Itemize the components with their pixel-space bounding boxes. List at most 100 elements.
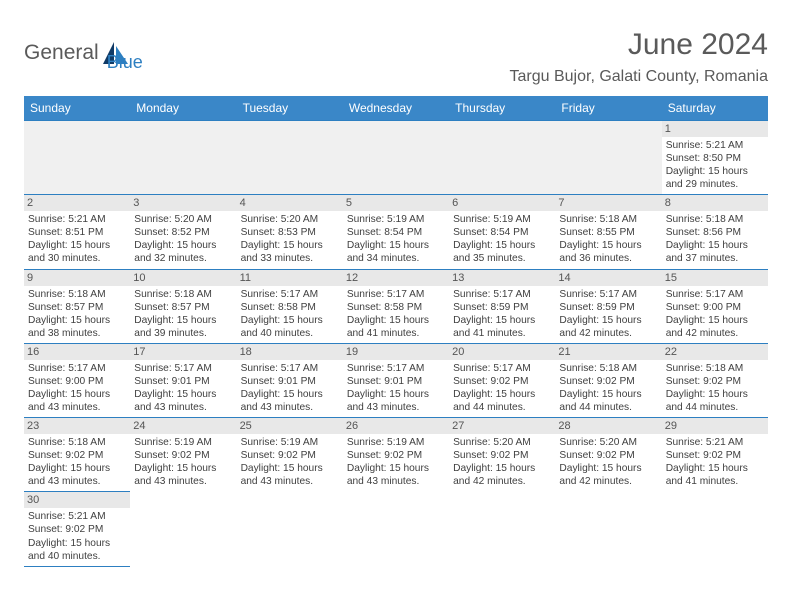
- day-number: 18: [237, 344, 343, 360]
- day-d2: and 44 minutes.: [666, 401, 764, 414]
- day-d2: and 32 minutes.: [134, 252, 232, 265]
- day-number: 23: [24, 418, 130, 434]
- day-d2: and 42 minutes.: [559, 475, 657, 488]
- day-d2: and 44 minutes.: [453, 401, 551, 414]
- blank-cell: [555, 491, 661, 566]
- day-d1: Daylight: 15 hours: [28, 239, 126, 252]
- month-title: June 2024: [510, 28, 769, 62]
- day-cell: 9Sunrise: 5:18 AMSunset: 8:57 PMDaylight…: [24, 269, 130, 343]
- day-d1: Daylight: 15 hours: [559, 314, 657, 327]
- day-d2: and 35 minutes.: [453, 252, 551, 265]
- calendar-grid: SundayMondayTuesdayWednesdayThursdayFrid…: [24, 96, 768, 567]
- day-number: 8: [662, 195, 768, 211]
- day-d2: and 44 minutes.: [559, 401, 657, 414]
- day-cell: 13Sunrise: 5:17 AMSunset: 8:59 PMDayligh…: [449, 269, 555, 343]
- day-sunset: Sunset: 9:02 PM: [28, 523, 126, 536]
- header: General Blue June 2024 Targu Bujor, Gala…: [24, 28, 768, 86]
- blank-cell: [237, 120, 343, 194]
- day-sunrise: Sunrise: 5:19 AM: [347, 436, 445, 449]
- logo-text-blue: Blue: [107, 52, 143, 73]
- day-sunset: Sunset: 8:51 PM: [28, 226, 126, 239]
- day-cell: 20Sunrise: 5:17 AMSunset: 9:02 PMDayligh…: [449, 343, 555, 417]
- day-d2: and 33 minutes.: [241, 252, 339, 265]
- day-d2: and 37 minutes.: [666, 252, 764, 265]
- day-sunset: Sunset: 9:02 PM: [453, 449, 551, 462]
- day-number: 16: [24, 344, 130, 360]
- day-d2: and 43 minutes.: [134, 401, 232, 414]
- day-d1: Daylight: 15 hours: [134, 388, 232, 401]
- day-sunrise: Sunrise: 5:17 AM: [28, 362, 126, 375]
- day-d2: and 34 minutes.: [347, 252, 445, 265]
- day-sunset: Sunset: 8:57 PM: [134, 301, 232, 314]
- day-number: 7: [555, 195, 661, 211]
- blank-cell: [343, 120, 449, 194]
- day-sunrise: Sunrise: 5:18 AM: [559, 362, 657, 375]
- day-sunrise: Sunrise: 5:17 AM: [241, 288, 339, 301]
- day-sunset: Sunset: 9:02 PM: [28, 449, 126, 462]
- day-d1: Daylight: 15 hours: [28, 388, 126, 401]
- day-sunrise: Sunrise: 5:17 AM: [134, 362, 232, 375]
- day-sunset: Sunset: 8:56 PM: [666, 226, 764, 239]
- day-number: 6: [449, 195, 555, 211]
- day-d2: and 43 minutes.: [241, 475, 339, 488]
- day-number: 29: [662, 418, 768, 434]
- day-sunrise: Sunrise: 5:21 AM: [28, 510, 126, 523]
- day-cell: 25Sunrise: 5:19 AMSunset: 9:02 PMDayligh…: [237, 417, 343, 491]
- day-sunset: Sunset: 8:52 PM: [134, 226, 232, 239]
- blank-cell: [24, 120, 130, 194]
- day-sunset: Sunset: 8:58 PM: [347, 301, 445, 314]
- day-cell: 11Sunrise: 5:17 AMSunset: 8:58 PMDayligh…: [237, 269, 343, 343]
- day-d1: Daylight: 15 hours: [453, 239, 551, 252]
- day-sunset: Sunset: 9:02 PM: [453, 375, 551, 388]
- day-number: 25: [237, 418, 343, 434]
- day-sunrise: Sunrise: 5:21 AM: [666, 436, 764, 449]
- day-d1: Daylight: 15 hours: [241, 239, 339, 252]
- day-number: 12: [343, 270, 449, 286]
- day-d2: and 43 minutes.: [28, 401, 126, 414]
- day-number: 9: [24, 270, 130, 286]
- day-sunrise: Sunrise: 5:17 AM: [559, 288, 657, 301]
- day-cell: 19Sunrise: 5:17 AMSunset: 9:01 PMDayligh…: [343, 343, 449, 417]
- day-number: 11: [237, 270, 343, 286]
- day-sunrise: Sunrise: 5:20 AM: [559, 436, 657, 449]
- day-number: 3: [130, 195, 236, 211]
- dayname-header: Monday: [130, 96, 236, 120]
- day-number: 26: [343, 418, 449, 434]
- blank-cell: [555, 120, 661, 194]
- day-sunset: Sunset: 8:54 PM: [347, 226, 445, 239]
- day-d2: and 43 minutes.: [241, 401, 339, 414]
- day-d2: and 38 minutes.: [28, 327, 126, 340]
- day-sunrise: Sunrise: 5:21 AM: [28, 213, 126, 226]
- day-d1: Daylight: 15 hours: [241, 462, 339, 475]
- logo-text-general: General: [24, 41, 99, 65]
- day-sunrise: Sunrise: 5:18 AM: [134, 288, 232, 301]
- day-d1: Daylight: 15 hours: [559, 462, 657, 475]
- day-number: 10: [130, 270, 236, 286]
- day-cell: 24Sunrise: 5:19 AMSunset: 9:02 PMDayligh…: [130, 417, 236, 491]
- day-sunrise: Sunrise: 5:18 AM: [666, 362, 764, 375]
- day-d2: and 40 minutes.: [241, 327, 339, 340]
- day-sunrise: Sunrise: 5:17 AM: [347, 288, 445, 301]
- day-sunrise: Sunrise: 5:17 AM: [666, 288, 764, 301]
- location-text: Targu Bujor, Galati County, Romania: [510, 68, 769, 86]
- day-sunrise: Sunrise: 5:21 AM: [666, 139, 764, 152]
- day-sunrise: Sunrise: 5:17 AM: [453, 288, 551, 301]
- blank-cell: [449, 491, 555, 566]
- day-number: 22: [662, 344, 768, 360]
- day-number: 20: [449, 344, 555, 360]
- day-cell: 1Sunrise: 5:21 AMSunset: 8:50 PMDaylight…: [662, 120, 768, 194]
- day-cell: 29Sunrise: 5:21 AMSunset: 9:02 PMDayligh…: [662, 417, 768, 491]
- day-sunrise: Sunrise: 5:18 AM: [28, 436, 126, 449]
- day-d2: and 40 minutes.: [28, 550, 126, 563]
- day-sunset: Sunset: 8:59 PM: [559, 301, 657, 314]
- dayname-header: Wednesday: [343, 96, 449, 120]
- day-sunrise: Sunrise: 5:18 AM: [666, 213, 764, 226]
- day-d1: Daylight: 15 hours: [241, 314, 339, 327]
- day-number: 14: [555, 270, 661, 286]
- day-sunrise: Sunrise: 5:19 AM: [347, 213, 445, 226]
- day-sunset: Sunset: 8:50 PM: [666, 152, 764, 165]
- day-number: 17: [130, 344, 236, 360]
- day-sunrise: Sunrise: 5:20 AM: [134, 213, 232, 226]
- day-cell: 16Sunrise: 5:17 AMSunset: 9:00 PMDayligh…: [24, 343, 130, 417]
- day-sunset: Sunset: 9:01 PM: [347, 375, 445, 388]
